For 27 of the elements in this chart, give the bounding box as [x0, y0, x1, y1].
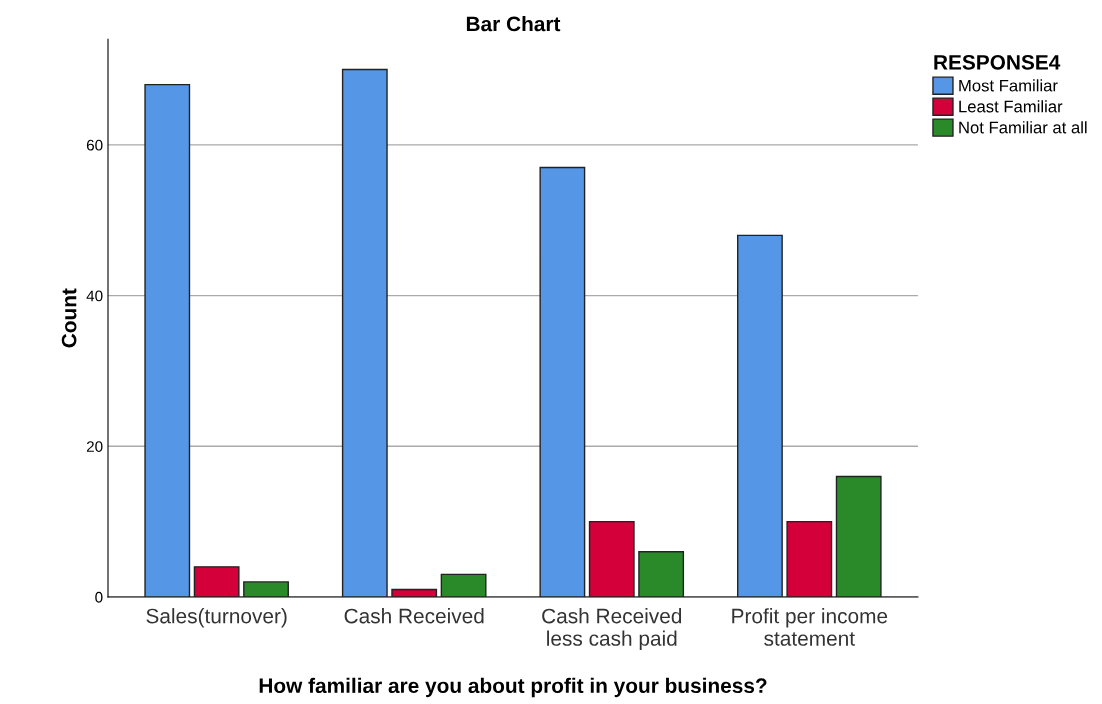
- bar: [539, 166, 586, 597]
- y-tick-label: 20: [86, 441, 103, 452]
- bar: [737, 234, 783, 597]
- legend-label: Least Familiar: [959, 100, 1063, 113]
- bar: [638, 551, 685, 597]
- y-tick-label: 60: [86, 139, 103, 151]
- y-tick-label: 0: [95, 591, 103, 603]
- bar: [193, 566, 240, 597]
- bar: [243, 581, 289, 597]
- y-tick-label: 40: [86, 290, 103, 302]
- x-tick-label: Cash Received less cash paid: [542, 608, 682, 650]
- bar: [440, 573, 487, 597]
- bar: [341, 68, 388, 597]
- x-tick-label: Cash Received: [344, 608, 484, 624]
- bar: [588, 520, 635, 597]
- chart-title: Bar Chart: [466, 15, 561, 32]
- bar: [835, 475, 882, 597]
- legend-label: Most Familiar: [959, 79, 1058, 92]
- legend-label: Not Familiar at all: [959, 121, 1087, 134]
- bar: [391, 588, 438, 597]
- bar: [144, 83, 191, 597]
- y-axis-title: Count: [61, 288, 77, 348]
- x-tick-label: Sales(turnover): [146, 608, 287, 628]
- bar: [786, 520, 833, 597]
- x-axis-title: How familiar are you about profit in your business?: [259, 677, 767, 698]
- x-tick-label: Profit per income statement: [732, 608, 888, 646]
- legend-title: RESPONSE4: [934, 54, 1061, 70]
